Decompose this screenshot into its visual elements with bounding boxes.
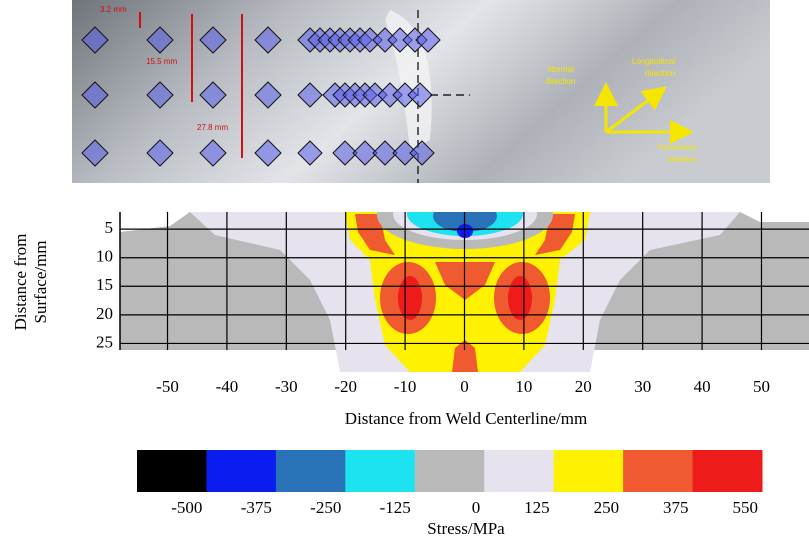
x-tick-label: -40: [216, 377, 239, 396]
y-tick-label: 5: [105, 218, 114, 237]
colorbar-swatch: [206, 450, 276, 492]
contour-region: [398, 276, 422, 320]
colorbar-swatch: [415, 450, 485, 492]
colorbar-swatch: [137, 450, 207, 492]
colorbar-swatch: [554, 450, 624, 492]
x-tick-label: 10: [515, 377, 532, 396]
colorbar-tick-label: -125: [380, 498, 411, 517]
dimension-label: 27.8 mm: [197, 123, 228, 132]
x-axis-title: Distance from Weld Centerline/mm: [345, 409, 587, 428]
colorbar-title: Stress/MPa: [427, 519, 505, 538]
colorbar-swatch: [693, 450, 763, 492]
y-axis-title: Surface/mm: [31, 240, 50, 323]
x-tick-label: -20: [334, 377, 357, 396]
colorbar-tick-label: -500: [171, 498, 202, 517]
y-tick-label: 10: [96, 247, 113, 266]
x-tick-label: 50: [753, 377, 770, 396]
x-tick-label: 0: [460, 377, 469, 396]
colorbar-swatch: [484, 450, 554, 492]
x-tick-label: -50: [156, 377, 179, 396]
direction-label: Transverse: [657, 143, 697, 152]
colorbar-tick-label: 125: [524, 498, 550, 517]
y-tick-label: 20: [96, 304, 113, 323]
dimension-label: 3.2 mm: [100, 5, 127, 14]
colorbar-swatch: [345, 450, 415, 492]
x-tick-label: -30: [275, 377, 298, 396]
x-tick-label: -10: [394, 377, 417, 396]
y-tick-label: 25: [96, 332, 113, 351]
specimen-photo: 3.2 mm 15.5 mm 27.8 mm Normal direction …: [72, 0, 770, 183]
colorbar-swatch: [276, 450, 346, 492]
dimension-label: 15.5 mm: [146, 57, 177, 66]
contour-region: [508, 276, 532, 320]
x-tick-label: 30: [634, 377, 651, 396]
direction-label: Longitudinal: [632, 57, 675, 66]
colorbar-swatch: [623, 450, 693, 492]
colorbar-tick-label: -375: [241, 498, 272, 517]
direction-label: direction: [667, 155, 697, 164]
x-tick-label: 40: [694, 377, 711, 396]
x-tick-label: 20: [575, 377, 592, 396]
direction-label: Normal: [548, 65, 574, 74]
direction-label: direction: [645, 69, 675, 78]
colorbar-tick-label: 375: [663, 498, 689, 517]
colorbar-tick-label: -250: [310, 498, 341, 517]
figure: 3.2 mm 15.5 mm 27.8 mm Normal direction …: [0, 0, 809, 541]
y-tick-label: 15: [96, 275, 113, 294]
direction-label: direction: [545, 77, 575, 86]
colorbar-tick-label: 250: [594, 498, 620, 517]
colorbar-tick-label: 550: [733, 498, 759, 517]
colorbar-tick-label: 0: [472, 498, 481, 517]
y-axis-title: Distance from: [11, 234, 30, 331]
